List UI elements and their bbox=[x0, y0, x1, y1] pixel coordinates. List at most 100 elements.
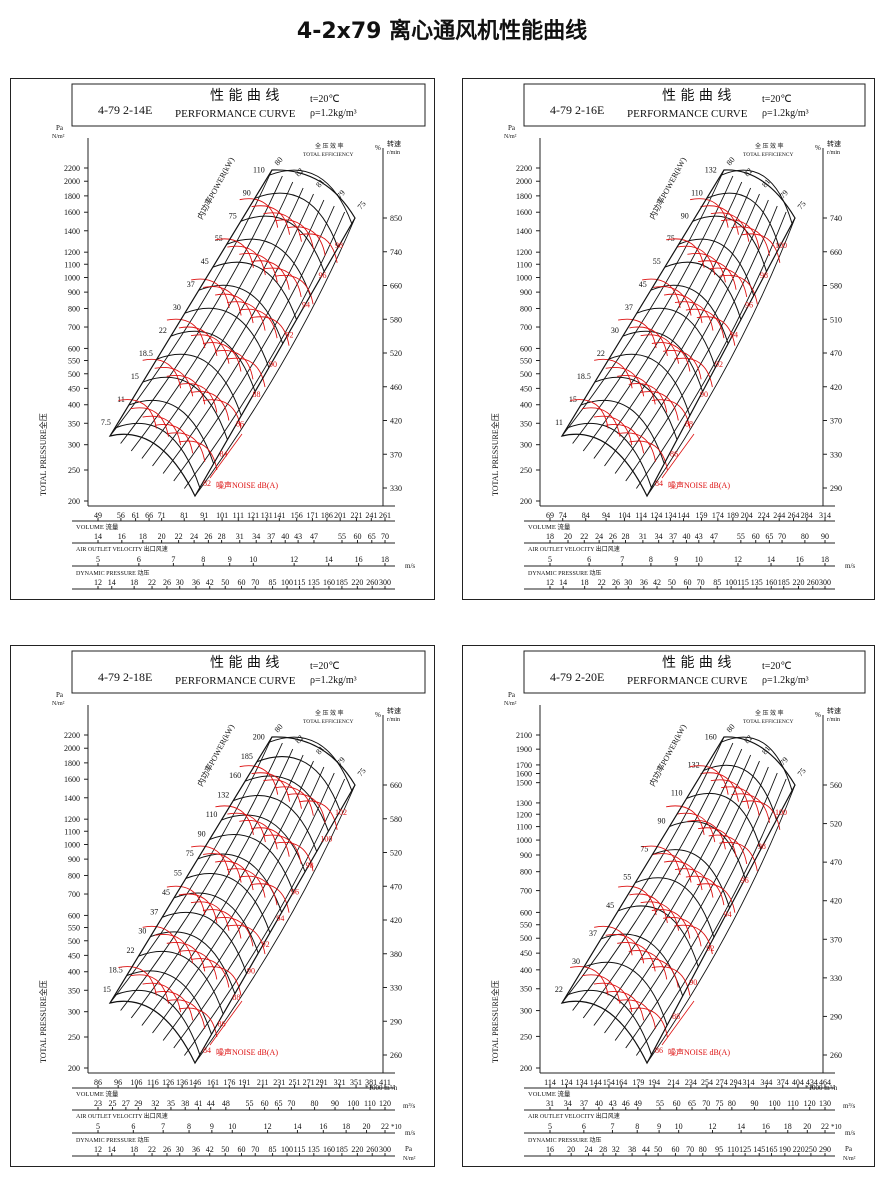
efficiency-curve bbox=[721, 219, 760, 249]
pressure-tick-label: 500 bbox=[68, 370, 80, 379]
pressure-tick-label: 600 bbox=[68, 344, 80, 353]
power-label: 45 bbox=[201, 257, 209, 266]
scale-tick-label: 41 bbox=[194, 1099, 202, 1108]
velocity-label: AIR OUTLET VELOCITY 出口风速 bbox=[528, 1112, 620, 1120]
speed-line bbox=[194, 217, 356, 497]
volume-unit: *1000 m³/h bbox=[365, 1084, 398, 1092]
pressure-tick-label: 900 bbox=[68, 855, 80, 864]
scale-tick-label: 8 bbox=[635, 1122, 639, 1131]
scale-tick-label: 94 bbox=[602, 511, 610, 520]
noise-label: 88 bbox=[672, 1012, 680, 1021]
pressure-tick-label: 1200 bbox=[516, 810, 532, 819]
noise-title: 噪声NOISE dB(A) bbox=[668, 1047, 730, 1057]
scale-tick-label: 38 bbox=[181, 1099, 189, 1108]
speed-line bbox=[646, 217, 796, 497]
scale-tick-label: 70 bbox=[251, 578, 259, 587]
scale-tick-label: 47 bbox=[310, 532, 318, 541]
field-outline bbox=[108, 736, 356, 1065]
power-label: 75 bbox=[640, 845, 648, 854]
pressure-tick-label: 550 bbox=[68, 357, 80, 366]
power-label: 15 bbox=[131, 372, 139, 381]
scale-tick-label: 185 bbox=[336, 1145, 348, 1154]
field-outline bbox=[560, 736, 796, 1065]
pressure-tick-label: 1600 bbox=[516, 770, 532, 779]
noise-label: 82 bbox=[203, 479, 211, 488]
scale-tick-label: 191 bbox=[238, 1078, 250, 1087]
pressure-tick-label: 2000 bbox=[516, 177, 532, 186]
scale-tick-label: 146 bbox=[189, 1078, 201, 1087]
speed-tick-label: 580 bbox=[390, 315, 402, 324]
pressure-tick-label: 900 bbox=[520, 851, 532, 860]
speed-line bbox=[173, 772, 335, 1049]
speed-line bbox=[184, 211, 346, 489]
pressure-tick-label: 700 bbox=[520, 323, 532, 332]
scale-tick-label: 32 bbox=[612, 1145, 620, 1154]
scale-tick-label: 6 bbox=[131, 1122, 135, 1131]
pressure-tick-label: 1400 bbox=[64, 794, 80, 803]
efficiency-curve bbox=[593, 982, 633, 1013]
noise-label: 84 bbox=[220, 449, 228, 458]
scale-tick-label: 220 bbox=[351, 1145, 363, 1154]
efficiency-curve bbox=[674, 924, 713, 955]
scale-tick-label: 120 bbox=[379, 1099, 391, 1108]
efficiency-curve bbox=[226, 924, 266, 955]
pressure-tick-label: 200 bbox=[68, 497, 80, 506]
speed-line bbox=[572, 175, 734, 444]
speed-tick-label: 420 bbox=[830, 897, 842, 906]
efficiency-curve bbox=[674, 868, 714, 898]
scale-tick-label: 260 bbox=[366, 1145, 378, 1154]
header-box bbox=[523, 83, 866, 127]
field-outline bbox=[108, 169, 356, 498]
efficiency-curve bbox=[651, 966, 691, 996]
scale-tick-label: 6 bbox=[137, 555, 141, 564]
scale-tick-label: 104 bbox=[618, 511, 630, 520]
power-label: 22 bbox=[127, 946, 135, 955]
power-label: 110 bbox=[206, 810, 218, 819]
scale-tick-label: 10 bbox=[228, 1122, 236, 1131]
scale-tick-label: 26 bbox=[163, 1145, 171, 1154]
power-curve bbox=[233, 795, 318, 852]
efficiency-curve bbox=[719, 274, 758, 305]
power-label: 22 bbox=[159, 326, 167, 335]
speed-tick-label: 470 bbox=[830, 858, 842, 867]
scale-tick-label: 110 bbox=[364, 1099, 376, 1108]
speed-tick-label: 420 bbox=[830, 383, 842, 392]
scale-tick-label: 124 bbox=[650, 511, 662, 520]
efficiency-curve bbox=[697, 827, 737, 857]
efficiency-unit: % bbox=[815, 711, 821, 719]
efficiency-curve bbox=[629, 893, 668, 923]
scale-tick-label: 70 bbox=[778, 532, 786, 541]
scale-tick-label: 130 bbox=[819, 1099, 831, 1108]
efficiency-curve bbox=[227, 245, 266, 276]
density: ρ=1.2kg/m³ bbox=[762, 108, 809, 119]
scale-tick-label: 22 bbox=[580, 532, 588, 541]
scale-tick-label: 60 bbox=[673, 1099, 681, 1108]
speed-line bbox=[152, 193, 314, 467]
speed-line bbox=[614, 199, 769, 474]
scale-tick-label: 22 bbox=[148, 578, 156, 587]
scale-tick-label: 55 bbox=[737, 532, 745, 541]
efficiency-unit: % bbox=[375, 144, 381, 152]
scale-tick-label: 110 bbox=[787, 1099, 799, 1108]
pressure-tick-label: 700 bbox=[520, 887, 532, 896]
efficiency-curve bbox=[651, 399, 691, 429]
power-label: 55 bbox=[215, 234, 223, 243]
speed-line bbox=[120, 175, 283, 444]
power-label: 11 bbox=[555, 418, 563, 427]
scale-tick-label: 9 bbox=[657, 1122, 661, 1131]
scale-tick-label: 20 bbox=[567, 1145, 575, 1154]
scale-tick-label: 55 bbox=[656, 1099, 664, 1108]
performance-panel: 4-79 2-16E 性 能 曲 线 PERFORMANCE CURVE t=20℃ ρ… bbox=[462, 78, 875, 600]
efficiency-curve bbox=[674, 301, 714, 331]
pressure-tick-label: 800 bbox=[520, 868, 532, 877]
scale-tick-label: 5 bbox=[548, 1122, 552, 1131]
scale-tick-label: 135 bbox=[308, 578, 320, 587]
velocity-unit: m/s bbox=[405, 1129, 415, 1137]
power-curve bbox=[114, 989, 201, 1055]
scale-tick-label: 31 bbox=[546, 1099, 554, 1108]
power-label: 110 bbox=[253, 165, 265, 174]
efficiency-curve bbox=[263, 779, 302, 809]
scale-tick-label: 16 bbox=[762, 1122, 770, 1131]
power-curve bbox=[226, 238, 311, 296]
